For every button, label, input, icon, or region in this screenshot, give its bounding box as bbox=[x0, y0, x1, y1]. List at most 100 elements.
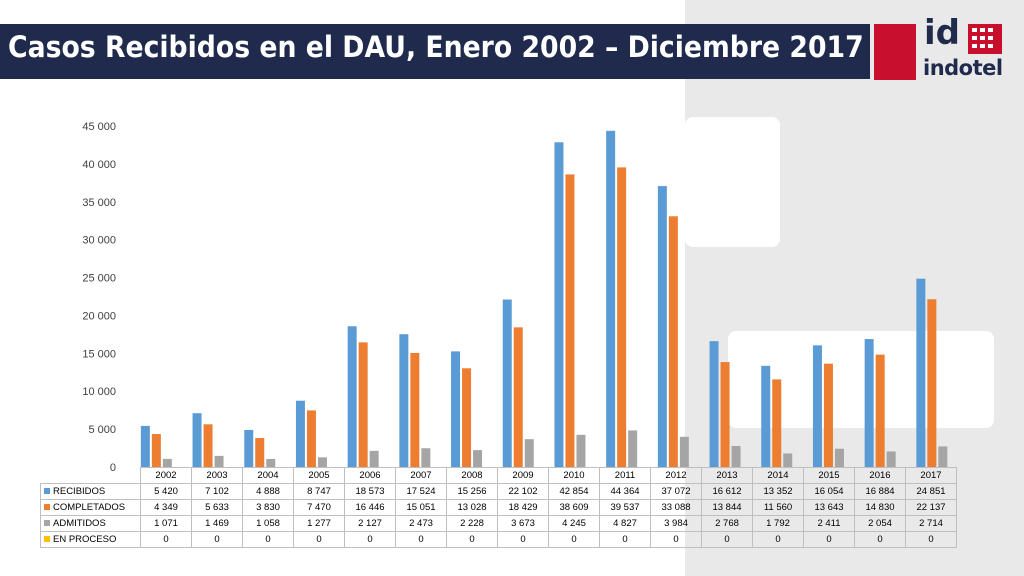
bar-admitidos bbox=[938, 446, 948, 467]
data-label: 15 256 bbox=[446, 483, 498, 500]
bar-admitidos bbox=[679, 436, 689, 467]
y-tick-label: 30 000 bbox=[82, 235, 116, 247]
bar-admitidos bbox=[783, 453, 793, 467]
legend-entry: EN PROCESO bbox=[40, 531, 141, 548]
bar-admitidos bbox=[421, 448, 431, 467]
y-tick-label: 25 000 bbox=[82, 273, 116, 285]
data-label: 3 673 bbox=[497, 515, 549, 532]
legend-entry: RECIBIDOS bbox=[40, 483, 141, 500]
data-label: 4 245 bbox=[548, 515, 600, 532]
y-tick-label: 5 000 bbox=[88, 424, 116, 436]
bar-completados bbox=[875, 354, 885, 467]
data-label: 13 844 bbox=[701, 499, 753, 516]
bar-completados bbox=[358, 342, 368, 467]
y-tick-label: 20 000 bbox=[82, 310, 116, 322]
logo-red-block bbox=[874, 24, 916, 80]
data-label: 0 bbox=[548, 531, 600, 548]
bar-completados bbox=[772, 379, 782, 467]
bar-recibidos bbox=[295, 400, 305, 467]
data-label: 0 bbox=[293, 531, 345, 548]
bar-recibidos bbox=[761, 365, 771, 467]
y-tick-label: 40 000 bbox=[82, 159, 116, 171]
table-header-row: 2002 2003 2004 2005 2006 2007 2008 2009 2010 2011… bbox=[40, 467, 957, 484]
bar-admitidos bbox=[369, 450, 379, 467]
table-row: RECIBIDOS 5 420 7 102 4 888 8 747 18 573 17 52… bbox=[40, 483, 957, 500]
logo-name: indotel bbox=[923, 56, 1003, 80]
data-label: 0 bbox=[650, 531, 702, 548]
bar-recibidos bbox=[399, 334, 409, 467]
bar-recibidos bbox=[657, 186, 667, 467]
background-card bbox=[685, 117, 780, 247]
data-label: 0 bbox=[854, 531, 906, 548]
data-label: 0 bbox=[701, 531, 753, 548]
bar-completados bbox=[255, 437, 265, 467]
data-label: 37 072 bbox=[650, 483, 702, 500]
data-label: 15 051 bbox=[395, 499, 447, 516]
table-row: EN PROCESO 0 0 0 0 0 0 0 0 0 0 0 0 0 0 0 0 bbox=[40, 531, 957, 548]
bar-recibidos bbox=[864, 339, 874, 467]
x-tick-label: 2005 bbox=[293, 467, 345, 484]
legend-entry: ADMITIDOS bbox=[40, 515, 141, 532]
data-label: 0 bbox=[803, 531, 855, 548]
data-label: 0 bbox=[446, 531, 498, 548]
bar-completados bbox=[513, 327, 523, 467]
bar-admitidos bbox=[317, 457, 327, 467]
x-tick-label: 2013 bbox=[701, 467, 753, 484]
y-tick-label: 10 000 bbox=[82, 386, 116, 398]
bar-completados bbox=[462, 368, 472, 467]
legend-label: EN PROCESO bbox=[53, 534, 117, 545]
x-tick-label: 2011 bbox=[599, 467, 651, 484]
x-tick-label: 2006 bbox=[344, 467, 396, 484]
bar-recibidos bbox=[916, 278, 926, 467]
bar-series bbox=[140, 130, 948, 468]
data-label: 7 470 bbox=[293, 499, 345, 516]
data-label: 1 071 bbox=[140, 515, 192, 532]
title-bar bbox=[0, 24, 870, 79]
bar-recibidos bbox=[192, 413, 202, 467]
bar-admitidos bbox=[266, 458, 276, 467]
legend-entry: COMPLETADOS bbox=[40, 499, 141, 516]
data-label: 2 473 bbox=[395, 515, 447, 532]
legend-label: ADMITIDOS bbox=[53, 518, 106, 529]
data-label: 42 854 bbox=[548, 483, 600, 500]
legend-swatch bbox=[44, 504, 50, 511]
x-tick-label: 2015 bbox=[803, 467, 855, 484]
data-label: 22 137 bbox=[905, 499, 957, 516]
table-row: ADMITIDOS 1 071 1 469 1 058 1 277 2 127 2 473 2… bbox=[40, 515, 957, 532]
legend-swatch bbox=[44, 520, 50, 527]
bar-completados bbox=[565, 174, 575, 468]
data-label: 38 609 bbox=[548, 499, 600, 516]
x-tick-label: 2004 bbox=[242, 467, 294, 484]
data-label: 2 411 bbox=[803, 515, 855, 532]
bar-admitidos bbox=[628, 430, 638, 467]
legend-swatch bbox=[44, 488, 50, 495]
data-label: 2 228 bbox=[446, 515, 498, 532]
bar-admitidos bbox=[834, 448, 844, 467]
bar-recibidos bbox=[502, 299, 512, 467]
data-label: 2 127 bbox=[344, 515, 396, 532]
data-label: 18 429 bbox=[497, 499, 549, 516]
x-tick-label: 2017 bbox=[905, 467, 957, 484]
table-row: COMPLETADOS 4 349 5 633 3 830 7 470 16 446 15 … bbox=[40, 499, 957, 516]
x-tick-label: 2009 bbox=[497, 467, 549, 484]
data-label: 0 bbox=[752, 531, 804, 548]
data-label: 0 bbox=[191, 531, 243, 548]
data-label: 7 102 bbox=[191, 483, 243, 500]
data-label: 2 768 bbox=[701, 515, 753, 532]
data-table: 2002 2003 2004 2005 2006 2007 2008 2009 2010 2011… bbox=[40, 467, 957, 548]
x-tick-label: 2008 bbox=[446, 467, 498, 484]
data-label: 33 088 bbox=[650, 499, 702, 516]
bar-recibidos bbox=[709, 341, 719, 467]
data-label: 16 612 bbox=[701, 483, 753, 500]
data-label: 22 102 bbox=[497, 483, 549, 500]
logo-id-text: id bbox=[924, 13, 960, 53]
x-tick-label: 2012 bbox=[650, 467, 702, 484]
x-tick-label: 2016 bbox=[854, 467, 906, 484]
legend-label: RECIBIDOS bbox=[53, 486, 106, 497]
bar-admitidos bbox=[576, 434, 586, 467]
data-label: 16 054 bbox=[803, 483, 855, 500]
data-label: 4 827 bbox=[599, 515, 651, 532]
bar-admitidos bbox=[731, 446, 741, 467]
logo-grid-icon bbox=[968, 24, 1002, 54]
